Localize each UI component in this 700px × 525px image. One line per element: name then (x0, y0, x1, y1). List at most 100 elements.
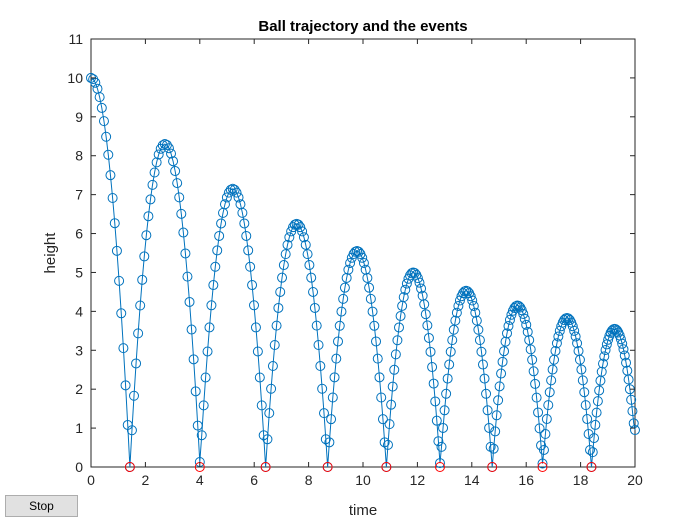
trajectory-point (531, 392, 542, 403)
trajectory-point (533, 407, 544, 418)
trajectory-point (334, 320, 345, 331)
y-tick-label: 10 (67, 70, 83, 86)
trajectory-point (212, 245, 223, 256)
trajectory-point (101, 131, 112, 142)
x-tick-label: 18 (573, 472, 589, 488)
trajectory-point (619, 350, 630, 361)
trajectory-point (360, 264, 371, 275)
trajectory-point (438, 422, 449, 433)
trajectory-point (559, 315, 570, 326)
trajectory-point (428, 378, 439, 389)
trajectory-point (623, 374, 634, 385)
trajectory-point (182, 271, 193, 282)
trajectory-point (147, 179, 158, 190)
trajectory-point (357, 252, 368, 263)
trajectory-point (289, 219, 300, 230)
trajectory-point (502, 328, 512, 339)
trajectory-point (377, 414, 388, 425)
trajectory-point (427, 362, 438, 373)
trajectory-point (626, 394, 637, 405)
trajectory-point (231, 187, 242, 198)
trajectory-point (103, 149, 114, 160)
trajectory-point (331, 353, 342, 364)
trajectory-point (374, 372, 385, 383)
trajectory-point (216, 218, 227, 229)
trajectory-point (485, 441, 496, 452)
trajectory-point (145, 194, 156, 205)
trajectory-point (430, 396, 441, 407)
trajectory-point (275, 286, 286, 297)
trajectory-point (585, 444, 596, 455)
x-tick-label: 2 (142, 472, 150, 488)
trajectory-point (315, 361, 326, 372)
event-point (434, 462, 445, 472)
event-point (487, 462, 498, 472)
trajectory-point (309, 302, 320, 313)
trajectory-point (339, 282, 350, 293)
y-tick-label: 1 (75, 420, 83, 436)
trajectory-point (372, 353, 383, 364)
trajectory-point (120, 380, 131, 391)
trajectory-point (467, 295, 478, 306)
trajectory-point (422, 320, 433, 331)
trajectory-point (139, 251, 150, 262)
trajectory-point (462, 286, 473, 297)
event-point (537, 462, 548, 472)
stop-button[interactable]: Stop (5, 495, 78, 517)
trajectory-point (444, 359, 455, 370)
trajectory-point (525, 344, 536, 355)
trajectory-point (298, 232, 309, 243)
trajectory-point (271, 320, 282, 331)
x-tick-label: 20 (627, 472, 643, 488)
trajectory-point (572, 338, 583, 349)
trajectory-point (133, 328, 144, 339)
trajectory-point (544, 387, 555, 398)
trajectory-point (589, 433, 600, 444)
trajectory-point (569, 325, 580, 336)
trajectory-point (172, 178, 183, 189)
x-tick-label: 10 (355, 472, 371, 488)
y-tick-label: 0 (75, 459, 83, 475)
trajectory-point (278, 260, 289, 271)
trajectory-point (493, 395, 504, 406)
trajectory-point (252, 346, 263, 357)
trajectory-point (420, 309, 431, 320)
trajectory-point (504, 314, 515, 325)
trajectory-point (94, 92, 105, 103)
trajectory-line (90, 77, 636, 468)
trajectory-point (574, 354, 585, 365)
trajectory-point (540, 429, 551, 439)
trajectory-point (576, 364, 587, 375)
trajectory-point (206, 300, 217, 311)
trajectory-point (434, 458, 445, 469)
trajectory-point (114, 275, 125, 286)
trajectory-point (221, 192, 232, 203)
trajectory-point (109, 218, 120, 229)
trajectory-point (358, 258, 369, 269)
y-tick-label: 11 (68, 31, 83, 47)
trajectory-point (479, 373, 490, 384)
trajectory-point (241, 230, 252, 241)
x-tick-label: 14 (464, 472, 480, 488)
trajectory-point (336, 306, 347, 317)
trajectory-point (306, 272, 317, 283)
trajectory-point (269, 339, 280, 350)
trajectory-point (389, 364, 400, 375)
trajectory-point (582, 414, 593, 425)
trajectory-point (282, 239, 293, 250)
trajectory-point (473, 324, 484, 335)
x-tick-label: 8 (305, 472, 313, 488)
trajectory-point (522, 326, 533, 337)
trajectory-point (598, 358, 608, 369)
trajectory-point (208, 280, 219, 291)
trajectory-point (416, 283, 427, 294)
trajectory-point (599, 351, 610, 362)
trajectory-point (364, 282, 375, 293)
trajectory-point (341, 272, 352, 283)
x-tick-label: 12 (410, 472, 426, 488)
trajectory-point (196, 430, 207, 441)
trajectory-point (219, 199, 230, 210)
trajectory-point (353, 246, 364, 257)
trajectory-point (249, 300, 260, 311)
